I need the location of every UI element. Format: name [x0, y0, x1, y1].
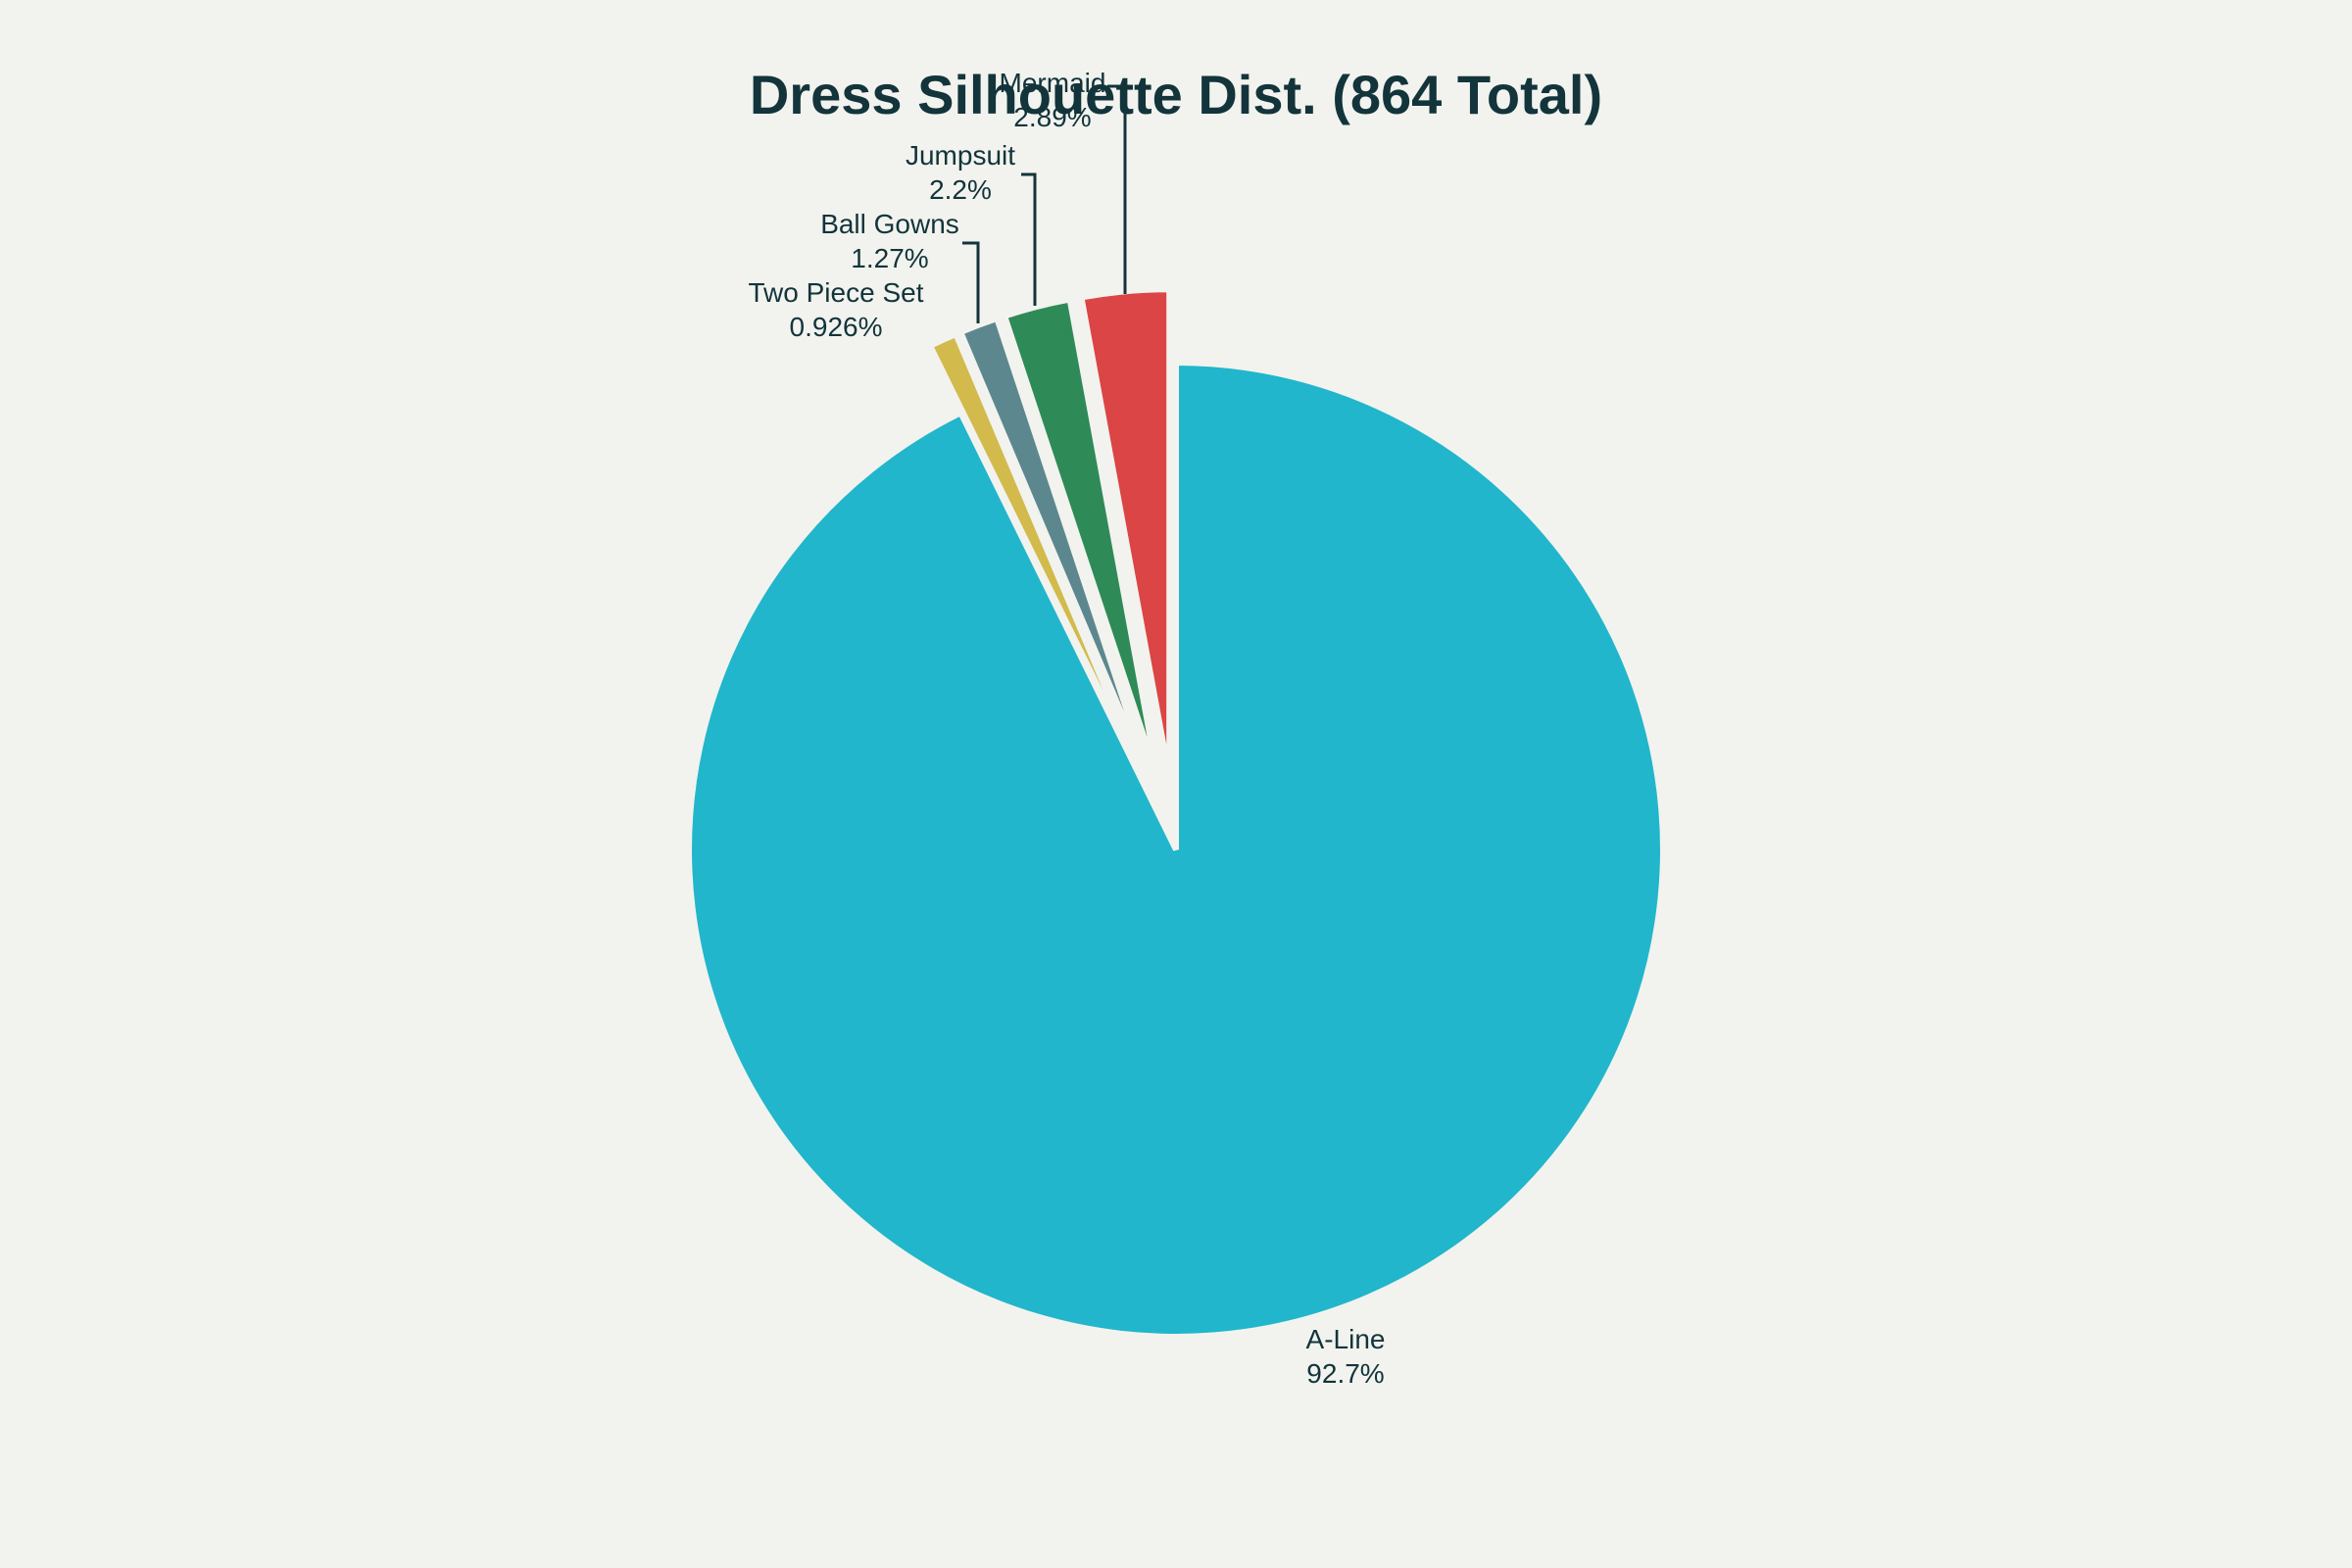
slice-value-jumpsuit: 2.2% — [929, 174, 992, 205]
pie-slice-jumpsuit — [1001, 296, 1161, 780]
slice-value-mermaid: 2.89% — [1013, 102, 1091, 132]
slice-label-ball-gowns: Ball Gowns — [820, 209, 959, 239]
leader-line-mermaid — [1107, 84, 1127, 294]
chart-title: Dress Silhouette Dist. (864 Total) — [750, 64, 1602, 125]
slice-value-ball-gowns: 1.27% — [851, 243, 928, 273]
pie-slice-ball-gowns — [956, 315, 1153, 782]
slice-label-mermaid: Mermaid — [1000, 68, 1106, 98]
slices-layer — [686, 286, 1666, 1340]
leader-line-jumpsuit — [1021, 172, 1037, 306]
pie-slice-a-line — [686, 359, 1666, 1340]
slice-value-a-line: 92.7% — [1306, 1358, 1384, 1389]
slice-label-jumpsuit: Jumpsuit — [906, 140, 1015, 171]
slice-value-two-piece-set: 0.926% — [790, 312, 883, 342]
leader-line-ball-gowns — [962, 241, 980, 323]
slice-label-a-line: A-Line — [1306, 1324, 1386, 1354]
slice-label-two-piece-set: Two Piece Set — [749, 277, 924, 308]
pie-slice-two-piece-set — [926, 330, 1149, 785]
